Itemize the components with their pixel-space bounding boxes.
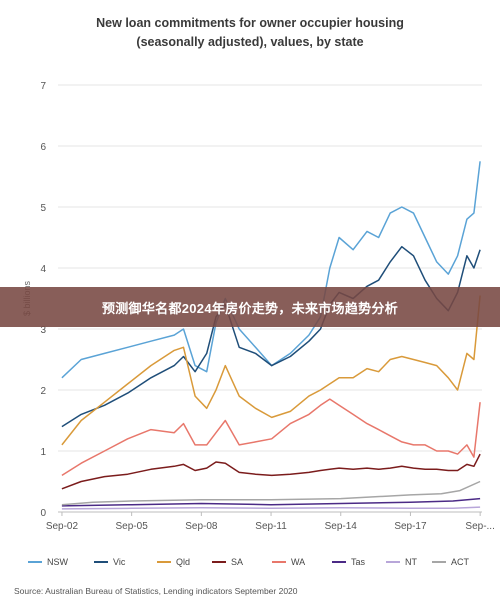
legend-item-act: ACT: [432, 557, 469, 567]
series-line-vic: [61, 245, 481, 428]
y-tick-label-1: 1: [40, 447, 46, 458]
x-tick-label-3: Sep-11: [255, 521, 287, 532]
x-tick-label-0: Sep-02: [46, 521, 79, 532]
source-note: Source: Australian Bureau of Statistics,…: [14, 586, 298, 596]
series-line-act: [61, 480, 481, 506]
legend-swatch: [28, 561, 42, 563]
legend-item-nt: NT: [386, 557, 417, 567]
y-tick-label-7: 7: [40, 81, 46, 92]
y-tick-label-5: 5: [40, 203, 46, 214]
legend-swatch: [272, 561, 286, 563]
legend-swatch: [157, 561, 171, 563]
legend-swatch: [212, 561, 226, 563]
legend-swatch: [332, 561, 346, 563]
banner-text: 预测御华名都2024年房价走势，未来市场趋势分析: [101, 300, 399, 316]
legend-swatch: [432, 561, 446, 563]
legend-item-qld: Qld: [157, 557, 190, 567]
x-tick-label-2: Sep-08: [185, 521, 218, 532]
legend-label: Qld: [176, 557, 191, 567]
chart-title-line2: (seasonally adjusted), values, by state: [136, 35, 364, 49]
legend-swatch: [94, 561, 108, 563]
x-tick-label-4: Sep-14: [325, 521, 358, 532]
series-line-sa: [61, 453, 481, 490]
x-tick-label-1: Sep-05: [116, 521, 149, 532]
legend-label: Vic: [113, 557, 126, 567]
series-line-wa: [61, 398, 481, 477]
y-tick-label-6: 6: [40, 142, 46, 153]
legend-label: Tas: [351, 557, 366, 567]
y-tick-label-2: 2: [40, 386, 46, 397]
legend-label: SA: [231, 557, 244, 567]
series-line-nt: [61, 506, 481, 510]
legend-item-vic: Vic: [94, 557, 125, 567]
legend-label: ACT: [451, 557, 469, 567]
y-tick-label-0: 0: [40, 508, 46, 519]
legend-label: NSW: [47, 557, 68, 567]
legend-item-tas: Tas: [332, 557, 365, 567]
y-tick-label-4: 4: [40, 264, 46, 275]
article-banner[interactable]: 预测御华名都2024年房价走势，未来市场趋势分析: [0, 287, 500, 327]
x-tick-label-5: Sep-17: [394, 521, 427, 532]
y-tick-label-3: 3: [40, 325, 46, 336]
x-tick-label-6: Sep-...: [465, 521, 494, 532]
series-line-qld: [61, 295, 481, 446]
legend-item-wa: WA: [272, 557, 305, 567]
series-line-nsw: [61, 161, 481, 379]
legend-swatch: [386, 561, 400, 563]
legend-label: WA: [291, 557, 306, 567]
chart-title: New loan commitments for owner occupier …: [0, 14, 500, 52]
legend-label: NT: [405, 557, 417, 567]
series-line-tas: [61, 497, 481, 507]
chart-title-line1: New loan commitments for owner occupier …: [96, 16, 404, 30]
legend-item-sa: SA: [212, 557, 243, 567]
legend-item-nsw: NSW: [28, 557, 68, 567]
chart-legend: NSW Vic Qld SA WA Tas NT ACT: [14, 557, 494, 571]
